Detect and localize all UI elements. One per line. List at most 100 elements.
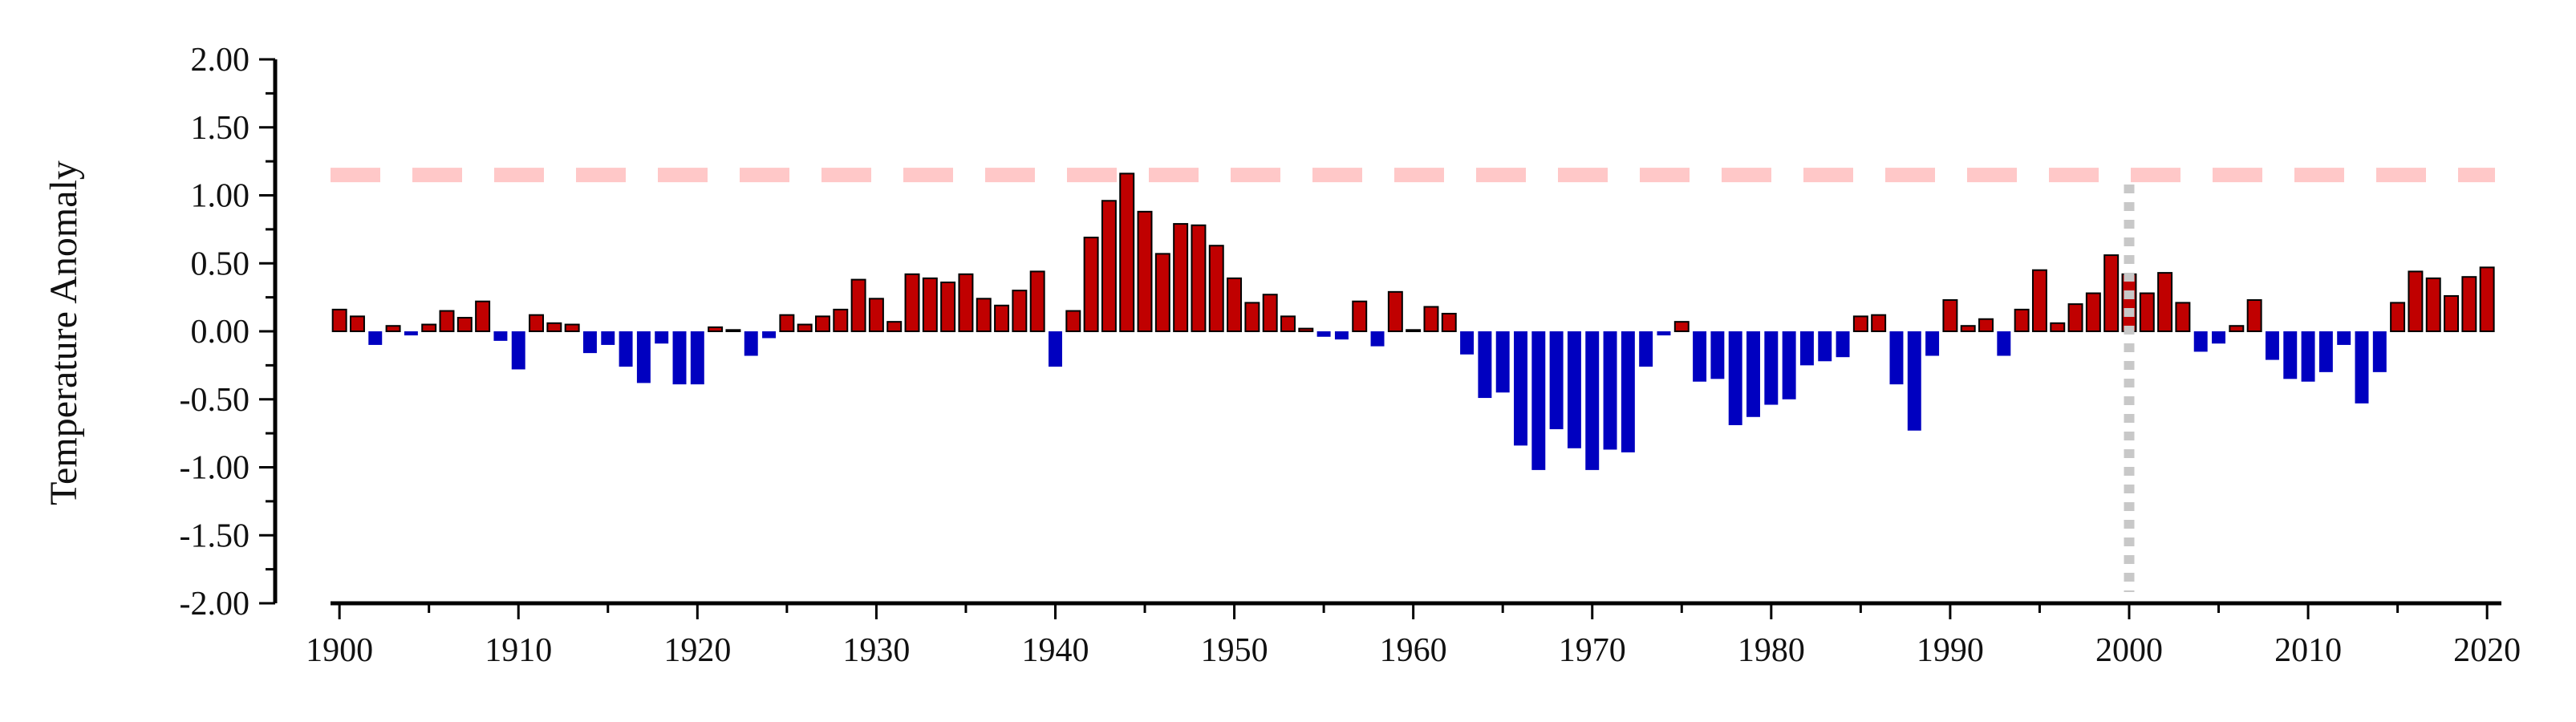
bar-1996 xyxy=(2050,322,2066,332)
y-tick-label: 0.50 xyxy=(191,245,250,282)
bar-2007 xyxy=(2246,299,2262,333)
bar-2015 xyxy=(2390,302,2406,333)
bar-1945 xyxy=(1137,210,1153,332)
bar-1936 xyxy=(976,298,992,333)
bar-1934 xyxy=(940,281,956,333)
bar-1985 xyxy=(1852,315,1868,332)
bar-1916 xyxy=(619,331,633,367)
bar-1994 xyxy=(2014,308,2030,333)
bars-layer xyxy=(331,172,2495,470)
bar-1964 xyxy=(1478,331,1492,399)
bar-1922 xyxy=(725,329,741,332)
bar-1993 xyxy=(1997,331,2011,356)
bar-1959 xyxy=(1387,290,1403,332)
bar-1921 xyxy=(708,326,724,333)
bar-1951 xyxy=(1244,302,1260,333)
bar-1925 xyxy=(779,314,795,333)
bar-1900 xyxy=(331,308,347,333)
bar-1955 xyxy=(1316,331,1331,337)
bar-1997 xyxy=(2067,303,2083,333)
reference-lines-layer xyxy=(331,168,2495,592)
bar-1990 xyxy=(1942,299,1958,333)
bar-1977 xyxy=(1710,331,1725,379)
bar-1909 xyxy=(493,331,508,341)
bar-1969 xyxy=(1567,331,1581,448)
bar-1928 xyxy=(833,308,849,333)
bar-2010 xyxy=(2301,331,2315,382)
bar-1984 xyxy=(1836,331,1850,358)
x-tick-label: 1930 xyxy=(842,632,910,669)
bar-2018 xyxy=(2444,294,2460,332)
bar-2006 xyxy=(2229,325,2245,333)
bar-2001 xyxy=(2139,292,2155,333)
bar-1986 xyxy=(1871,314,1887,333)
bar-1950 xyxy=(1227,277,1243,333)
bar-1968 xyxy=(1549,331,1564,430)
bar-1927 xyxy=(815,315,830,332)
bar-1904 xyxy=(404,331,418,336)
bar-1923 xyxy=(744,331,758,356)
x-tick-label: 1920 xyxy=(663,632,731,669)
bar-2009 xyxy=(2283,331,2298,379)
bar-1983 xyxy=(1818,331,1832,362)
bar-1956 xyxy=(1334,331,1349,340)
x-tick-label: 1990 xyxy=(1917,632,1984,669)
y-tick-label: 2.00 xyxy=(191,42,250,79)
bar-1943 xyxy=(1101,200,1117,332)
bar-1908 xyxy=(475,300,491,332)
bar-1995 xyxy=(2031,269,2047,332)
bar-1932 xyxy=(904,273,920,332)
bar-1939 xyxy=(1029,270,1045,333)
bar-2016 xyxy=(2408,270,2424,333)
bar-1970 xyxy=(1585,331,1600,470)
bar-1992 xyxy=(1978,318,1994,332)
bar-1919 xyxy=(672,331,687,385)
bar-2012 xyxy=(2337,331,2351,345)
x-tick-label: 2020 xyxy=(2453,632,2521,669)
x-tick-label: 1900 xyxy=(306,632,373,669)
bar-1998 xyxy=(2085,292,2101,333)
bar-1944 xyxy=(1119,172,1135,332)
bar-1975 xyxy=(1673,321,1690,333)
bar-2000 xyxy=(2121,273,2137,332)
bar-2004 xyxy=(2193,331,2208,352)
bar-1981 xyxy=(1782,331,1796,400)
bar-2019 xyxy=(2461,276,2477,333)
bar-1999 xyxy=(2103,254,2120,332)
bar-1903 xyxy=(385,325,401,333)
bar-1937 xyxy=(994,304,1010,332)
bar-1931 xyxy=(886,321,903,333)
bar-1942 xyxy=(1083,237,1099,332)
bar-1966 xyxy=(1514,331,1527,446)
bar-1961 xyxy=(1423,306,1439,332)
bar-1958 xyxy=(1370,331,1385,347)
bar-1933 xyxy=(922,277,938,333)
x-tick-label: 1960 xyxy=(1380,632,1447,669)
bar-1926 xyxy=(797,323,813,332)
bar-1948 xyxy=(1191,224,1207,333)
bar-1917 xyxy=(636,331,651,383)
bar-1960 xyxy=(1406,329,1422,332)
bar-2002 xyxy=(2157,272,2173,332)
bar-1913 xyxy=(564,323,580,332)
bar-1953 xyxy=(1280,315,1296,332)
bar-2011 xyxy=(2318,331,2333,372)
bar-1971 xyxy=(1603,331,1617,450)
bar-1915 xyxy=(601,331,615,345)
y-tick-label: 0.00 xyxy=(191,314,250,351)
bar-2017 xyxy=(2425,277,2441,333)
bar-1935 xyxy=(958,273,974,332)
bar-1941 xyxy=(1065,310,1081,333)
y-tick-label: 1.50 xyxy=(191,110,250,147)
x-tick-label: 2000 xyxy=(2095,632,2163,669)
y-tick-label: 1.00 xyxy=(191,178,250,215)
bar-1930 xyxy=(868,298,884,333)
bar-1929 xyxy=(850,278,866,332)
x-tick-label: 1910 xyxy=(485,632,552,669)
bar-1947 xyxy=(1173,223,1189,332)
bar-1907 xyxy=(456,317,473,332)
bar-1979 xyxy=(1746,331,1760,417)
bar-2005 xyxy=(2212,331,2225,344)
bar-2020 xyxy=(2479,266,2495,332)
